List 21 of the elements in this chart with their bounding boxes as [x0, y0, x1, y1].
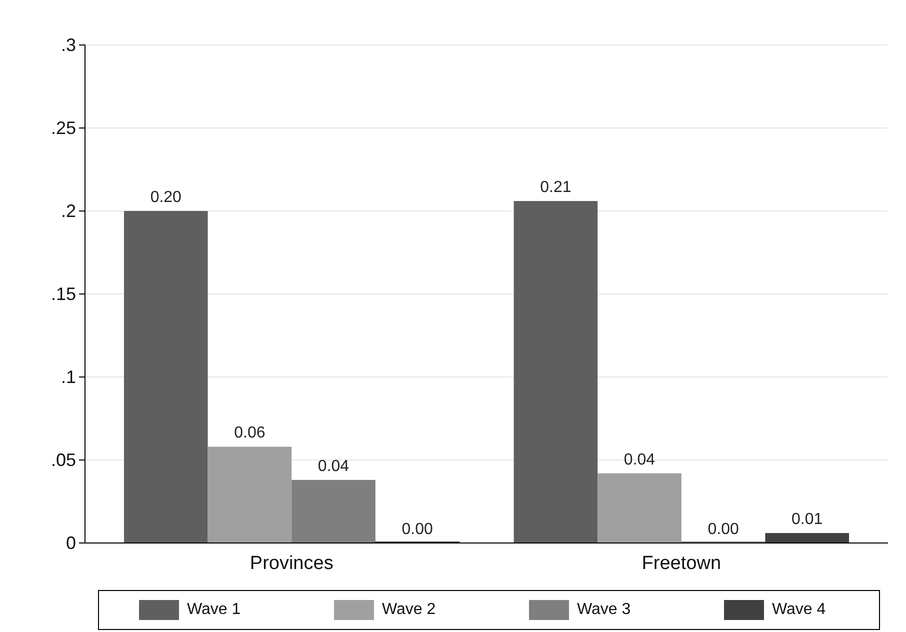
data-label: 0.04: [624, 451, 656, 468]
data-label: 0.20: [150, 189, 182, 206]
legend-label: Wave 1: [187, 601, 241, 619]
y-tick-label: .1: [60, 366, 76, 387]
legend-label: Wave 4: [772, 601, 826, 619]
y-tick-label: 0: [66, 532, 76, 553]
y-tick-label: .2: [60, 200, 76, 221]
y-tick-label: .3: [60, 34, 76, 55]
legend-label: Wave 3: [577, 601, 631, 619]
data-label: 0.00: [402, 521, 433, 538]
x-tick-label: Freetown: [642, 552, 722, 574]
y-tick-label: .25: [50, 118, 76, 138]
data-label: 0.21: [540, 179, 572, 196]
data-label: 0.06: [234, 424, 266, 442]
legend-label: Wave 2: [382, 601, 436, 619]
y-tick-label: .05: [50, 450, 76, 470]
x-tick-label: Provinces: [250, 552, 334, 574]
data-label: 0.01: [792, 511, 823, 528]
data-label: 0.04: [318, 458, 350, 475]
data-label: 0.00: [708, 521, 739, 538]
y-tick-label: .15: [50, 284, 76, 304]
